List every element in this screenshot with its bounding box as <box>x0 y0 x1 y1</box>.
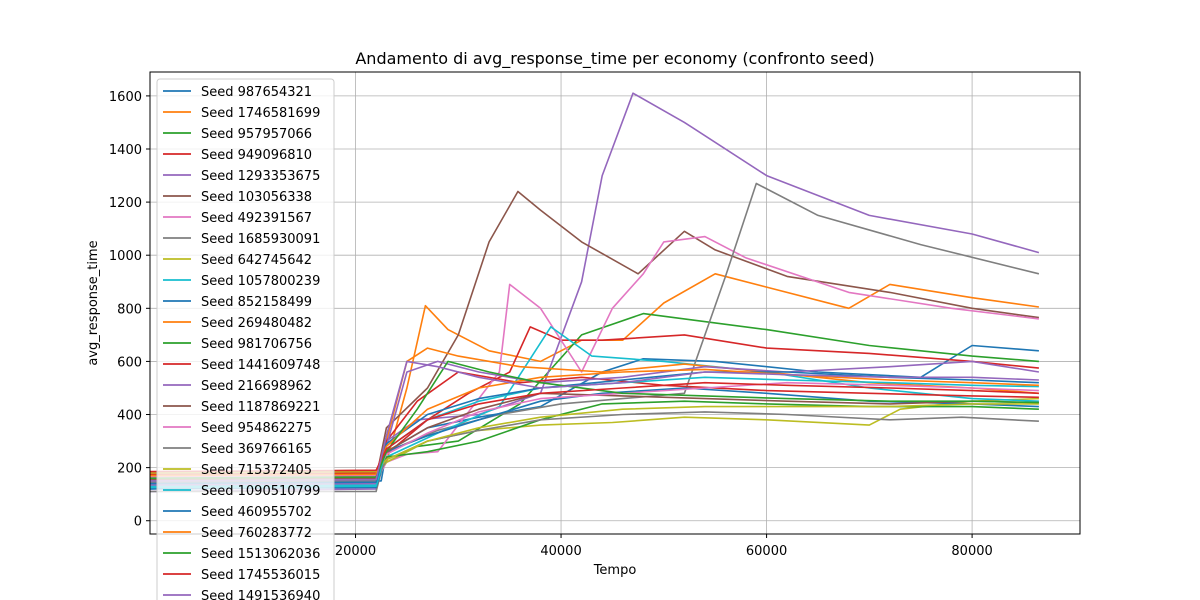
legend-label: Seed 760283772 <box>201 526 312 541</box>
chart-title: Andamento di avg_response_time per econo… <box>355 49 874 69</box>
series-line-23 <box>150 360 1039 479</box>
x-tick-label: 80000 <box>951 544 992 559</box>
legend-label: Seed 1090510799 <box>201 484 320 499</box>
series-line-5 <box>150 92 1040 493</box>
series-line-24 <box>150 381 1039 473</box>
y-tick-label: 800 <box>117 302 142 317</box>
y-tick-label: 1000 <box>109 249 142 264</box>
legend-label: Seed 957957066 <box>201 127 312 142</box>
plot-frame <box>149 71 1081 535</box>
series-line-25 <box>150 360 1039 482</box>
legend-label: Seed 1513062036 <box>201 547 320 562</box>
legend-label: Seed 1685930091 <box>201 232 320 247</box>
legend-label: Seed 1745536015 <box>201 568 320 583</box>
legend-label: Seed 642745642 <box>201 253 312 268</box>
legend: Seed 987654321 Seed 1746581699 Seed 957957… <box>156 78 335 600</box>
legend-box <box>156 78 335 600</box>
legend-label: Seed 216698962 <box>201 379 312 394</box>
legend-label: Seed 369766165 <box>201 442 312 457</box>
y-tick-label: 200 <box>117 462 142 477</box>
legend-label: Seed 1293353675 <box>201 169 320 184</box>
y-axis-title: avg_response_time <box>86 240 101 365</box>
y-tick-label: 0 <box>134 515 142 530</box>
series-line-18 <box>150 411 1039 483</box>
series-line-9 <box>150 397 1039 477</box>
legend-label: Seed 981706756 <box>201 337 312 352</box>
legend-label: Seed 460955702 <box>201 505 312 520</box>
legend-label: Seed 715372405 <box>201 463 312 478</box>
series-line-19 <box>150 403 1039 474</box>
legend-label: Seed 269480482 <box>201 316 312 331</box>
y-tick-label: 1200 <box>109 196 142 211</box>
series-lines <box>150 92 1040 493</box>
legend-label: Seed 987654321 <box>201 85 312 100</box>
legend-label: Seed 1491536940 <box>201 589 320 600</box>
legend-label: Seed 949096810 <box>201 148 312 163</box>
legend-label: Seed 1187869221 <box>201 400 320 415</box>
x-axis-title: Tempo <box>593 563 637 578</box>
legend-label: Seed 103056338 <box>201 190 312 205</box>
series-line-6 <box>150 190 1040 482</box>
y-tick-label: 1400 <box>109 143 142 158</box>
legend-label: Seed 1441609748 <box>201 358 320 373</box>
y-tick-label: 1600 <box>109 90 142 105</box>
legend-label: Seed 954862275 <box>201 421 312 436</box>
axis-ticks: 20000 40000 60000 80000 0 200 400 600 800 1000 120… <box>109 90 993 559</box>
y-tick-label: 600 <box>117 355 142 370</box>
legend-label: Seed 1746581699 <box>201 106 320 121</box>
y-tick-label: 400 <box>117 409 142 424</box>
legend-label: Seed 1057800239 <box>201 274 320 289</box>
series-line-1 <box>150 344 1039 490</box>
x-tick-label: 20000 <box>335 544 376 559</box>
legend-label: Seed 852158499 <box>201 295 312 310</box>
series-line-7 <box>150 235 1039 485</box>
x-tick-label: 40000 <box>540 544 581 559</box>
x-tick-label: 60000 <box>746 544 787 559</box>
legend-label: Seed 492391567 <box>201 211 312 226</box>
